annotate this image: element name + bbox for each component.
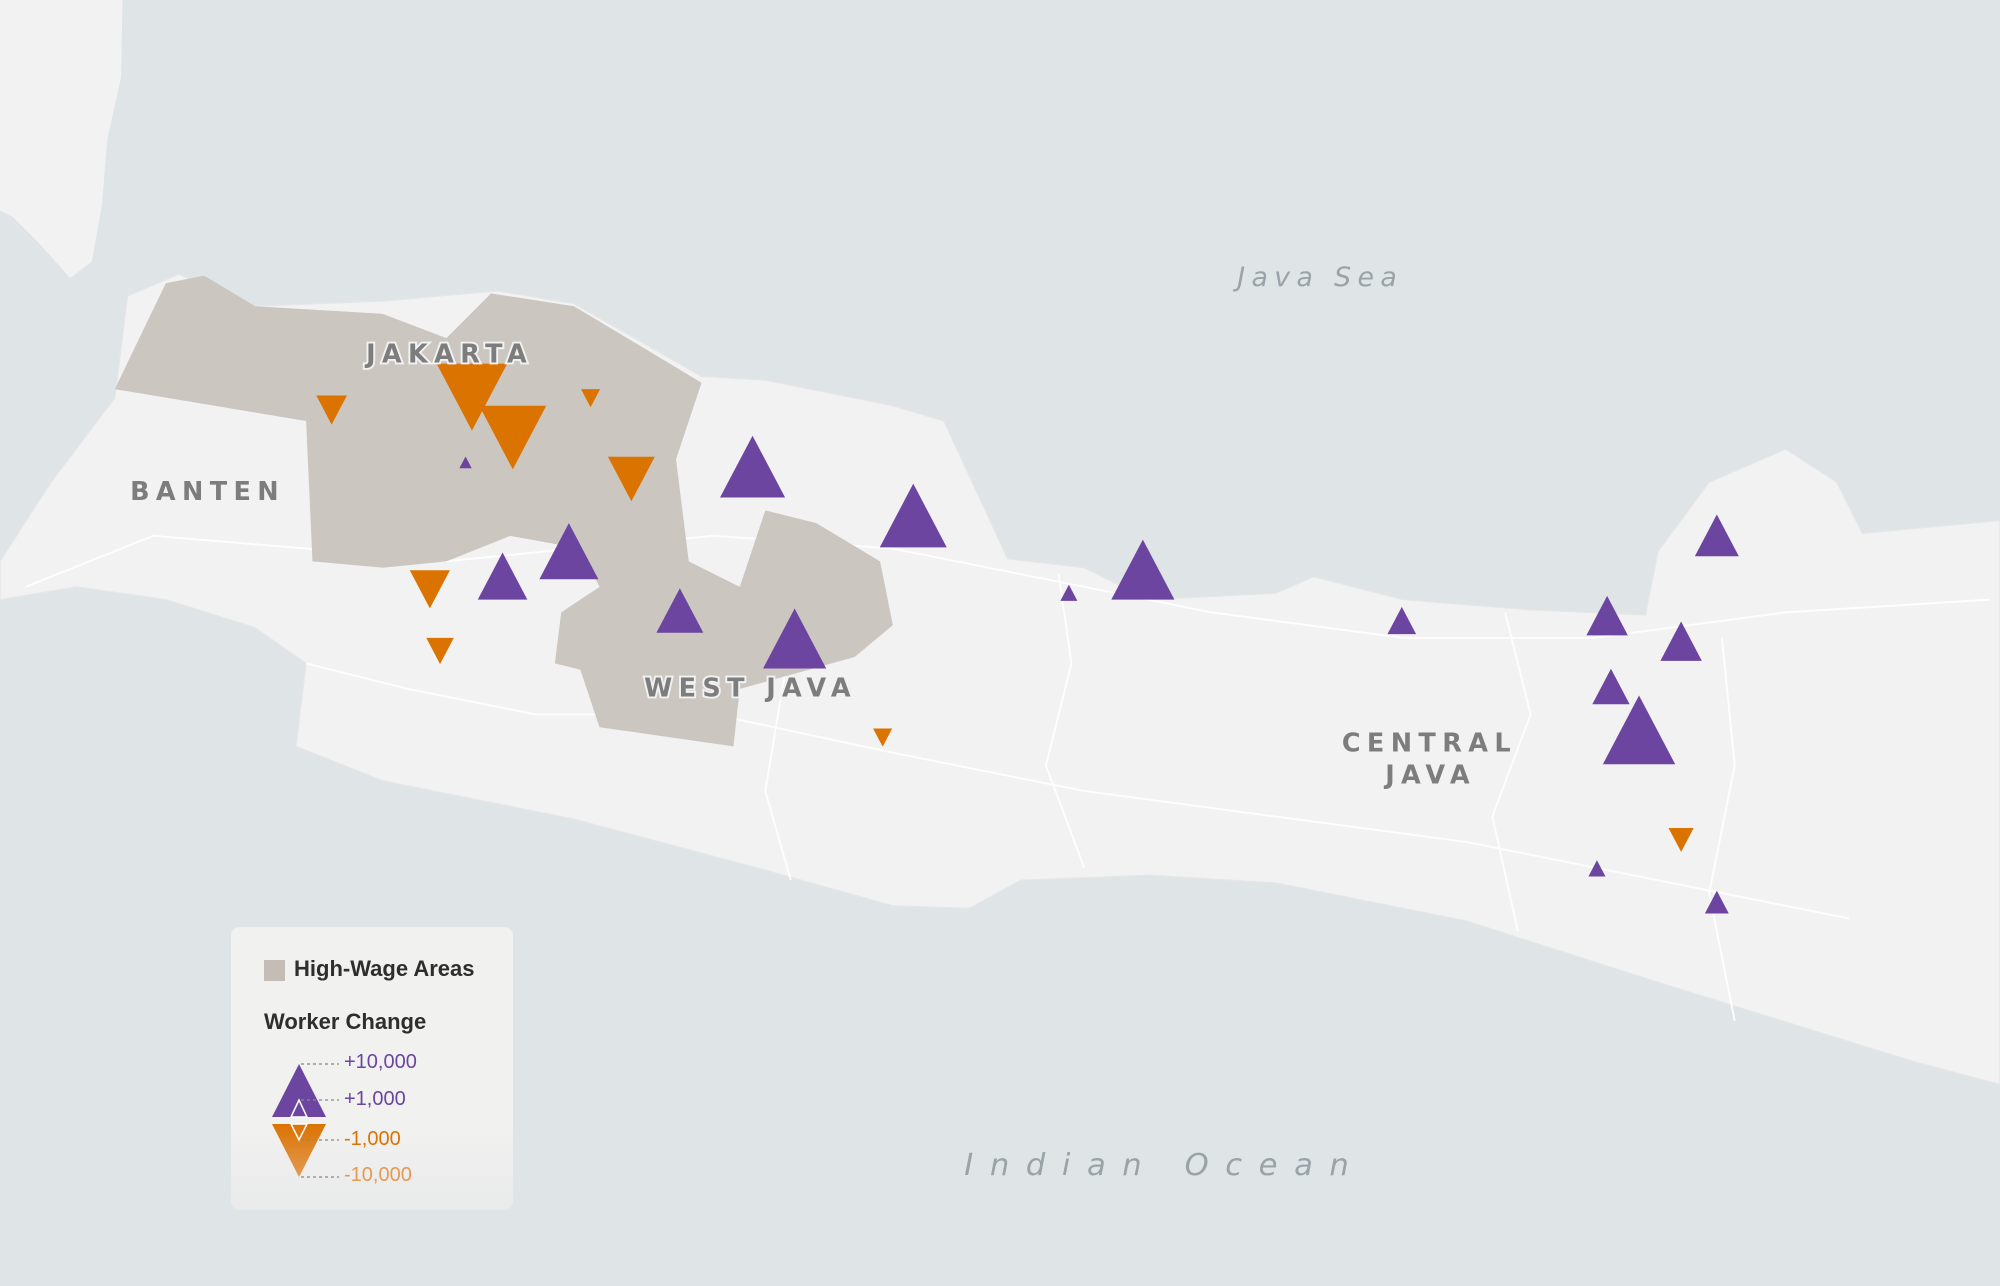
increase-marker[interactable] — [1060, 584, 1078, 601]
increase-marker[interactable] — [1111, 539, 1175, 600]
label-banten: BANTEN — [130, 477, 285, 507]
decrease-marker[interactable] — [316, 395, 347, 425]
high-wage-swatch — [264, 960, 285, 981]
legend-value: -1,000 — [344, 1128, 401, 1150]
label-indian-ocean: Indian Ocean — [964, 1148, 1365, 1183]
increase-marker[interactable] — [879, 483, 947, 548]
legend-increase-triangle — [272, 1064, 326, 1117]
increase-marker[interactable] — [1586, 595, 1628, 636]
legend-value: +10,000 — [344, 1051, 417, 1073]
increase-marker[interactable] — [477, 552, 528, 600]
decrease-marker[interactable] — [409, 570, 450, 609]
label-central-java-1: CENTRAL — [1342, 728, 1517, 758]
increase-marker[interactable] — [1704, 890, 1729, 914]
increase-marker[interactable] — [539, 523, 599, 580]
legend: High-Wage Areas Worker Change +10,000 +1… — [231, 927, 513, 1210]
increase-marker[interactable] — [459, 456, 472, 469]
label-jakarta: JAKARTA — [364, 339, 533, 369]
increase-marker[interactable] — [1694, 514, 1739, 557]
decrease-marker[interactable] — [426, 637, 454, 665]
increase-marker[interactable] — [656, 588, 704, 633]
decrease-marker[interactable] — [580, 389, 601, 408]
increase-marker[interactable] — [1588, 860, 1606, 877]
legend-value: -10,000 — [344, 1164, 412, 1186]
increase-marker[interactable] — [1387, 606, 1417, 635]
decrease-marker[interactable] — [607, 456, 655, 502]
decrease-marker[interactable] — [479, 405, 547, 470]
label-west-java: WEST JAVA — [644, 674, 857, 704]
decrease-marker[interactable] — [1668, 827, 1694, 852]
increase-marker[interactable] — [1592, 668, 1630, 705]
legend-decrease-triangle — [272, 1124, 326, 1177]
increase-marker[interactable] — [720, 435, 786, 498]
legend-high-wage-label: High-Wage Areas — [294, 956, 475, 981]
increase-marker[interactable] — [763, 608, 827, 669]
sumatra-landmass — [0, 0, 123, 279]
decrease-marker[interactable] — [436, 363, 508, 431]
increase-marker[interactable] — [1602, 695, 1676, 765]
label-java-sea: Java Sea — [1232, 262, 1403, 293]
legend-worker-change-title: Worker Change — [264, 1009, 427, 1034]
worker-change-markers — [316, 363, 1739, 914]
decrease-marker[interactable] — [873, 728, 893, 747]
label-central-java-2: JAVA — [1383, 760, 1476, 790]
legend-triangle-scale — [272, 1063, 339, 1178]
road-network — [25, 510, 1990, 1021]
legend-value: +1,000 — [344, 1088, 406, 1110]
increase-marker[interactable] — [1660, 621, 1702, 661]
